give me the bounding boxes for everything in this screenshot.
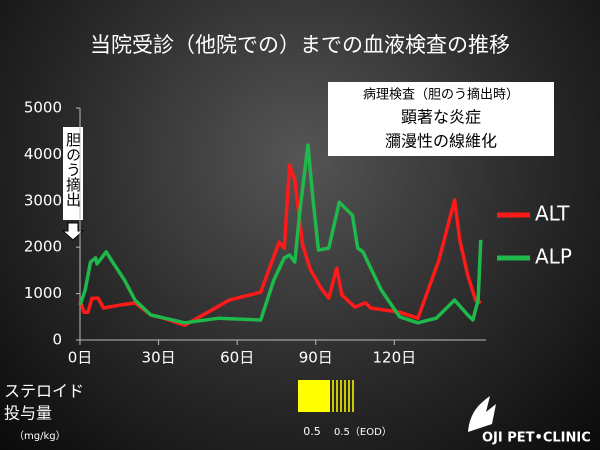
pathology-heading: 病理検査（胆のう摘出時）: [363, 87, 519, 103]
y-tick-label: 3000: [24, 191, 62, 209]
legend-label: ALT: [535, 202, 570, 226]
pathology-box: [328, 82, 554, 156]
surgery-label: 胆のう摘出: [64, 132, 82, 207]
dose-label: 0.5（EOD）: [334, 426, 392, 438]
data-line: [78, 163, 482, 327]
dose-stripes: [332, 380, 354, 412]
x-tick-label: 60日: [220, 349, 254, 367]
pathology-finding: 瀰漫性の線維化: [385, 132, 497, 151]
dose-label: 0.5: [303, 425, 321, 438]
legend-label: ALP: [535, 245, 572, 269]
surgery-arrow: [61, 222, 85, 241]
x-tick-label: 120日: [373, 349, 417, 367]
x-tick-label: 30日: [142, 349, 176, 367]
y-tick-label: 4000: [24, 145, 62, 163]
chart-title: 当院受診（他院での）までの血液検査の推移: [90, 33, 510, 57]
steroid-label: 投与量: [4, 404, 52, 423]
data-line: [78, 143, 483, 325]
logo: OJI PET•CLINIC: [482, 431, 591, 446]
surgery-box: [63, 127, 83, 220]
y-tick-label: 2000: [24, 238, 62, 256]
y-tick-label: 5000: [24, 99, 62, 117]
steroid-label: ステロイド: [4, 382, 84, 401]
x-tick-label: 0日: [68, 349, 93, 367]
x-tick-label: 90日: [299, 349, 333, 367]
y-tick-label: 1000: [24, 284, 62, 302]
logo-mark: [468, 396, 496, 432]
y-tick-label: 0: [52, 331, 62, 349]
pathology-finding: 顕著な炎症: [401, 108, 481, 127]
steroid-unit: （mg/kg）: [14, 430, 66, 442]
dose-bar: [298, 380, 330, 412]
